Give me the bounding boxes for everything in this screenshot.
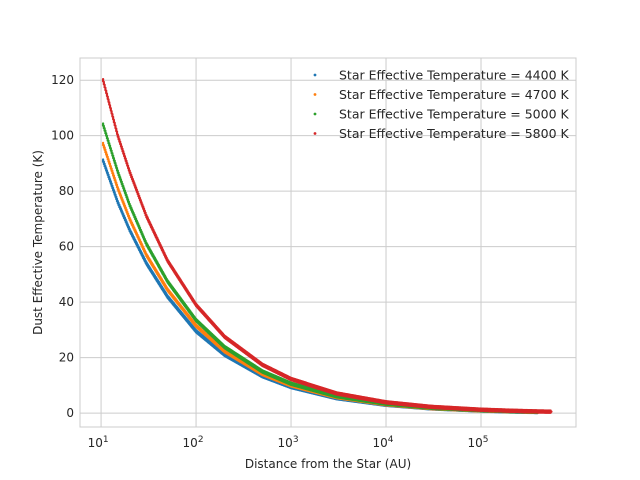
grid xyxy=(80,58,576,427)
data-points xyxy=(101,77,553,415)
plot-background xyxy=(80,58,576,427)
